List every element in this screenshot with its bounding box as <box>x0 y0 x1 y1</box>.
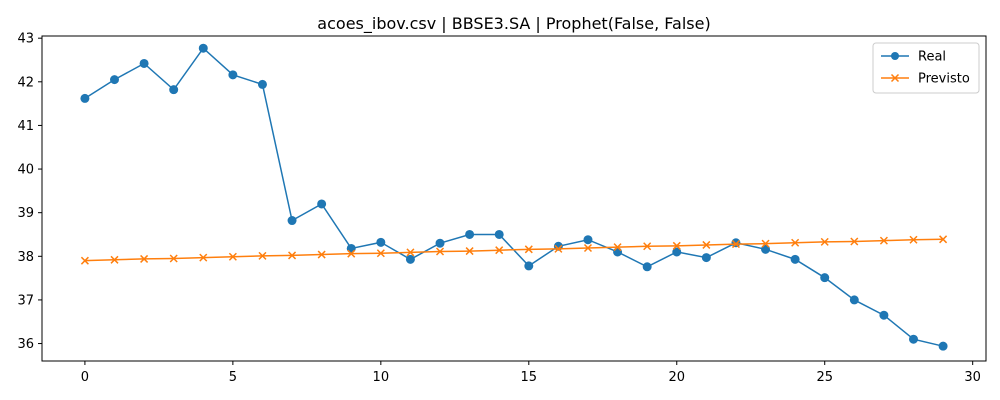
x-tick-label: 30 <box>964 370 981 385</box>
data-point <box>554 244 563 253</box>
data-point <box>494 229 504 239</box>
data-point <box>908 334 918 344</box>
data-point <box>820 237 829 246</box>
data-point <box>465 229 475 239</box>
data-point <box>228 70 238 80</box>
y-axis: 36 37 38 39 40 41 42 43 <box>17 32 42 352</box>
y-tick-label: 41 <box>17 119 34 134</box>
data-point <box>199 253 208 262</box>
data-point <box>850 237 859 246</box>
data-point <box>169 85 179 95</box>
legend-label: Previsto <box>918 72 970 87</box>
data-point <box>435 238 445 248</box>
data-point <box>435 247 445 256</box>
data-point <box>583 235 593 245</box>
data-point <box>140 254 149 263</box>
data-point <box>731 238 741 248</box>
data-point <box>820 273 830 283</box>
data-point <box>761 244 771 254</box>
y-tick-label: 43 <box>17 32 34 47</box>
data-point <box>376 237 386 247</box>
x-tick-label: 10 <box>373 370 390 385</box>
data-point <box>849 295 859 305</box>
data-point <box>405 254 415 264</box>
series-previsto <box>80 235 948 265</box>
series-line <box>84 47 944 347</box>
data-point <box>228 252 237 261</box>
y-tick-label: 38 <box>17 250 34 265</box>
legend-marker <box>890 73 900 83</box>
data-point <box>287 216 297 226</box>
y-tick-label: 42 <box>17 75 34 90</box>
plot-area <box>41 35 987 362</box>
data-point <box>613 243 622 252</box>
data-point <box>198 43 208 53</box>
x-tick-label: 5 <box>229 370 237 385</box>
series-real <box>80 43 948 351</box>
x-tick-label: 15 <box>521 370 538 385</box>
data-point <box>317 199 327 209</box>
data-point <box>701 253 711 263</box>
data-point <box>939 235 948 244</box>
data-point <box>642 262 652 272</box>
data-point <box>672 241 681 250</box>
data-point <box>80 256 89 265</box>
data-point <box>731 240 740 249</box>
data-point <box>702 240 711 249</box>
x-tick-label: 0 <box>81 370 89 385</box>
data-point <box>465 247 474 256</box>
data-point <box>938 341 948 351</box>
y-tick-label: 36 <box>17 337 34 352</box>
data-point <box>288 251 297 260</box>
data-point <box>317 250 326 259</box>
data-point <box>879 310 889 320</box>
data-point <box>761 239 770 248</box>
data-point <box>139 58 149 68</box>
data-point <box>110 75 120 85</box>
legend-item: Real <box>881 50 946 65</box>
data-point <box>406 248 415 257</box>
chart-title: acoes_ibov.csv | BBSE3.SA | Prophet(Fals… <box>317 14 710 34</box>
y-tick-label: 37 <box>17 293 34 308</box>
legend: Real Previsto <box>872 42 980 94</box>
data-point <box>376 249 385 258</box>
data-point <box>258 251 267 260</box>
data-point <box>790 254 800 264</box>
data-point <box>346 243 356 253</box>
series-layer <box>80 43 948 351</box>
legend-label: Real <box>918 50 946 65</box>
x-axis: 0 5 10 15 20 25 30 <box>81 361 981 385</box>
data-point <box>80 93 90 103</box>
y-tick-label: 39 <box>17 206 34 221</box>
data-point <box>791 238 800 247</box>
y-tick-label: 40 <box>17 163 34 178</box>
x-tick-label: 25 <box>816 370 833 385</box>
data-point <box>643 242 652 251</box>
legend-item: Previsto <box>881 72 970 87</box>
data-point <box>879 236 888 245</box>
data-point <box>257 79 267 89</box>
data-point <box>495 246 504 255</box>
data-point <box>583 243 593 253</box>
series-line <box>84 238 944 262</box>
legend-marker <box>891 52 899 60</box>
data-point <box>524 261 534 271</box>
data-point <box>169 254 178 263</box>
data-point <box>909 235 918 244</box>
data-point <box>672 247 682 257</box>
x-tick-label: 20 <box>668 370 685 385</box>
data-point <box>524 245 533 254</box>
data-point <box>347 249 356 258</box>
data-point <box>110 255 119 264</box>
